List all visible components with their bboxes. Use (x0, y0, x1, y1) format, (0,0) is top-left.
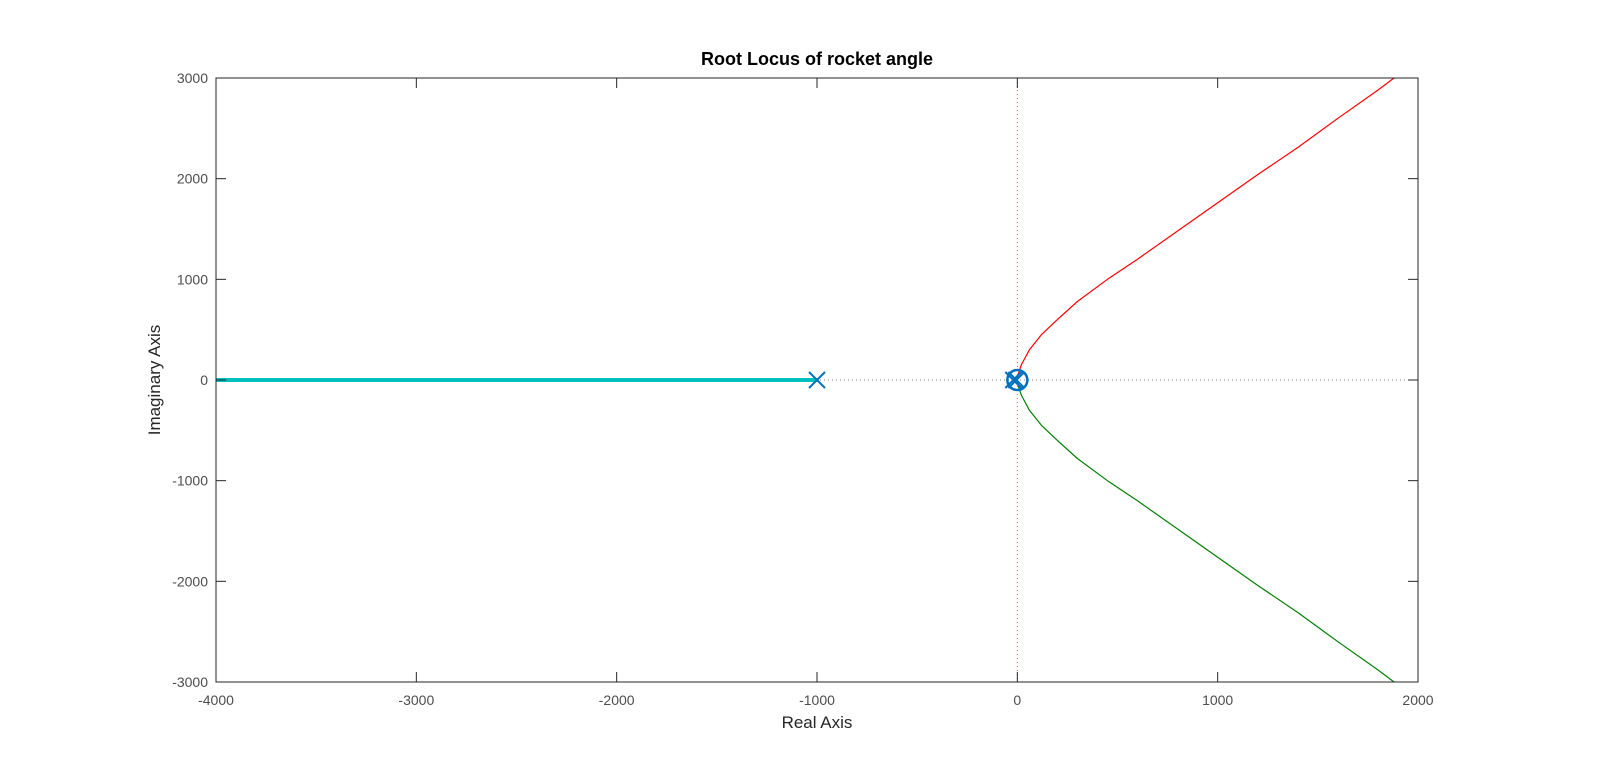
pole-zero-markers (808, 368, 1029, 392)
y-axis-ticks: -3000 -2000 -1000 0 1000 2000 3000 (172, 70, 1418, 690)
pole-marker-3 (1007, 371, 1026, 389)
x-tick-label: 2000 (1402, 692, 1433, 708)
x-tick-label: -1000 (799, 692, 835, 708)
y-tick-label: 1000 (177, 271, 208, 287)
x-tick-label: -2000 (599, 692, 635, 708)
pole-marker-stroke (808, 371, 826, 389)
y-tick-label: 2000 (177, 171, 208, 187)
locus-branch-2 (1016, 379, 1395, 682)
y-tick-label: -3000 (172, 674, 208, 690)
x-tick-label: -3000 (398, 692, 434, 708)
pole-marker-stroke (1007, 371, 1026, 389)
pole-marker-1 (808, 371, 826, 389)
x-tick-label: 1000 (1202, 692, 1233, 708)
x-axis-ticks: -4000 -3000 -2000 -1000 0 1000 2000 (198, 78, 1434, 708)
x-tick-label: -4000 (198, 692, 234, 708)
locus-series (216, 78, 1395, 682)
chart-title: Root Locus of rocket angle (701, 49, 933, 69)
locus-branch-1 (1016, 78, 1395, 381)
y-axis-label: Imaginary Axis (145, 325, 164, 436)
zero-marker-1 (1006, 368, 1029, 392)
x-tick-label: 0 (1013, 692, 1021, 708)
y-tick-label: 3000 (177, 70, 208, 86)
x-axis-label: Real Axis (782, 713, 853, 732)
y-tick-label: 0 (200, 372, 208, 388)
y-tick-label: -1000 (172, 473, 208, 489)
y-tick-label: -2000 (172, 573, 208, 589)
